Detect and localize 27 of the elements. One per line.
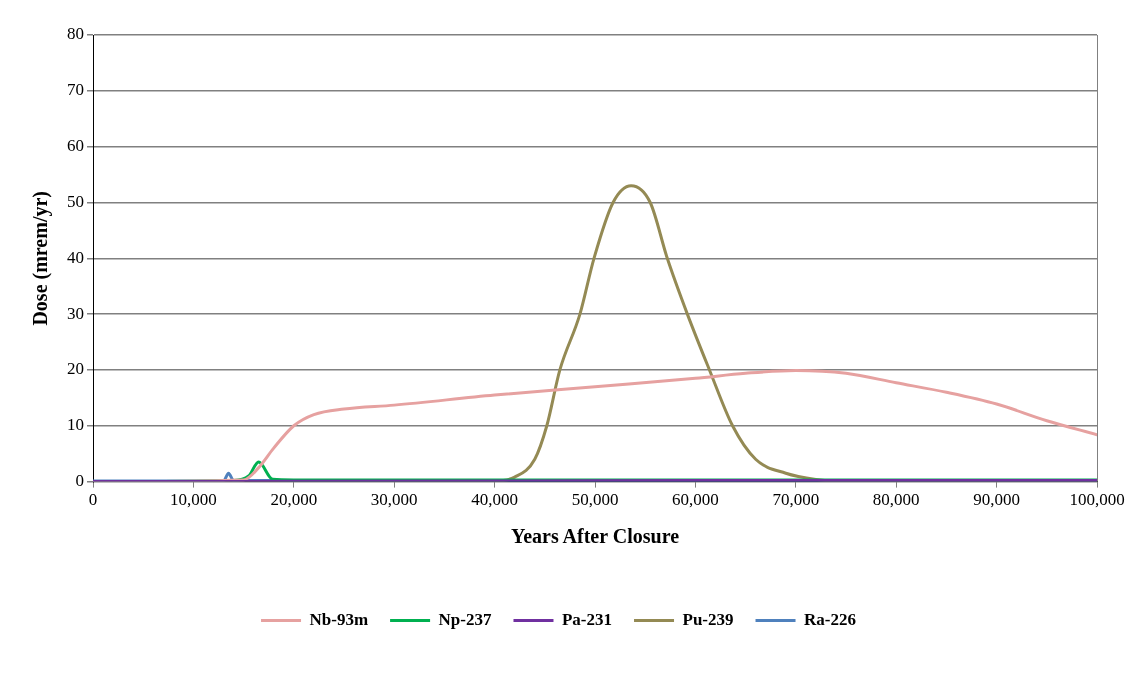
x-tick-label: 50,000 [571,490,619,510]
legend-label: Np-237 [438,609,492,629]
x-axis-title: Years After Closure [510,525,680,548]
legend-label: Pa-231 [561,609,613,629]
x-tick-label: 0 [88,490,98,510]
legend-label: Pu-239 [682,609,734,629]
y-tick-label: 80 [67,24,84,44]
x-tick-label: 30,000 [370,490,418,510]
y-tick-label: 40 [67,247,84,267]
y-tick-label: 60 [67,136,84,156]
y-tick-label: 50 [67,191,84,211]
x-tick-label: 80,000 [872,490,920,510]
y-tick-label: 20 [67,359,84,379]
y-tick-label: 0 [75,471,84,491]
y-tick-label: 10 [67,415,84,435]
x-tick-label: 60,000 [672,490,719,510]
legend-label: Ra-226 [804,609,856,629]
legend-label: Nb-93m [309,609,369,629]
y-tick-label: 70 [67,80,84,100]
x-tick-label: 40,000 [471,490,518,510]
x-tick-label: 90,000 [973,490,1020,510]
x-tick-label: 70,000 [772,490,820,510]
y-axis-title: Dose (mrem/yr) [29,191,53,326]
y-tick-label: 30 [67,303,84,323]
x-tick-label: 20,000 [270,490,318,510]
x-tick-label: 100,000 [1069,490,1125,510]
x-tick-label: 10,000 [170,490,217,510]
